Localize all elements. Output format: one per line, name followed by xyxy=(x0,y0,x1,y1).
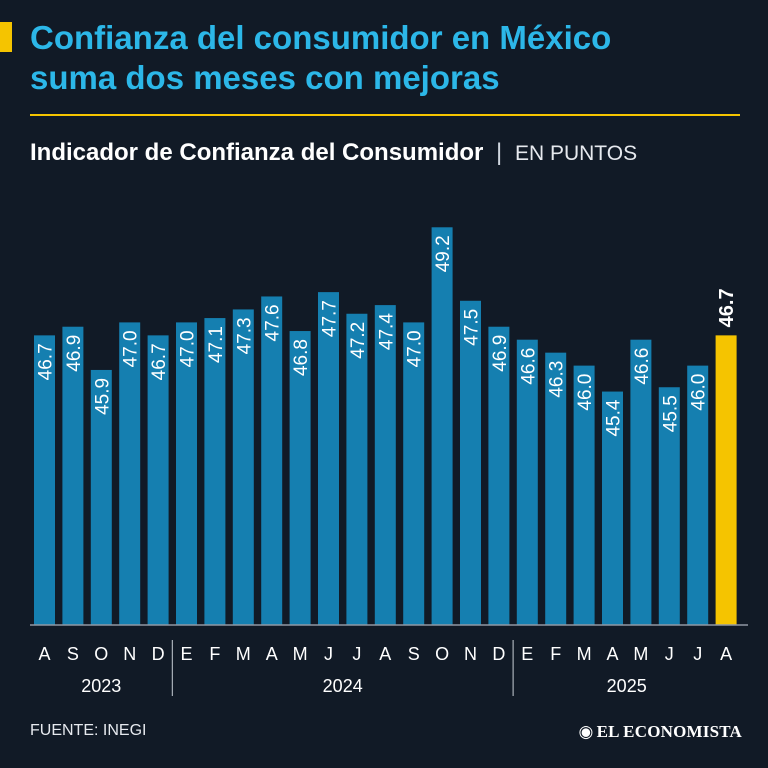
bar xyxy=(460,300,481,625)
bar xyxy=(232,309,254,625)
year-label: 2024 xyxy=(323,676,363,696)
x-tick-label: S xyxy=(67,644,79,664)
data-label: 46.3 xyxy=(547,361,568,398)
bar xyxy=(261,296,283,625)
bar xyxy=(687,365,709,625)
bar xyxy=(34,335,55,625)
x-tick-label: S xyxy=(408,644,420,664)
data-label: 45.5 xyxy=(660,395,681,432)
data-label: 47.7 xyxy=(320,300,341,337)
data-label: 47.2 xyxy=(348,322,369,359)
x-tick-label: M xyxy=(293,644,308,664)
x-tick-label: J xyxy=(693,644,702,664)
data-label: 46.6 xyxy=(632,348,653,385)
bar-highlight xyxy=(715,335,737,625)
bar xyxy=(62,326,84,625)
bar xyxy=(431,227,453,625)
chart-title: Indicador de Confianza del Consumidor xyxy=(30,139,484,166)
bar xyxy=(658,387,680,625)
bar-chart: 46.7 A 46.9 S 45.9 O 47.0 N 46.7 D 47.0 E 47.1 F 47.3 M… xyxy=(30,227,748,696)
x-tick-label: J xyxy=(352,644,361,664)
bar xyxy=(119,322,141,625)
data-label: 46.0 xyxy=(575,374,596,411)
data-label: 46.9 xyxy=(64,335,85,372)
bar xyxy=(516,339,538,625)
headline-line-2: suma dos meses con mejoras xyxy=(30,59,500,96)
data-label: 47.6 xyxy=(263,304,284,341)
data-label: 47.3 xyxy=(234,317,255,354)
x-tick-label: F xyxy=(209,644,220,664)
bar xyxy=(630,339,652,625)
data-label: 46.7 xyxy=(36,343,57,380)
bar xyxy=(289,331,311,625)
x-tick-label: M xyxy=(633,644,648,664)
x-tick-label: J xyxy=(324,644,333,664)
subtitle-separator: | xyxy=(496,139,503,166)
bar xyxy=(545,352,567,625)
x-tick-label: E xyxy=(521,644,533,664)
brand-name: EL ECONOMISTA xyxy=(596,722,742,741)
x-tick-label: M xyxy=(236,644,251,664)
data-label: 47.1 xyxy=(206,326,227,363)
data-label: 46.7 xyxy=(716,288,738,327)
bar xyxy=(147,335,169,625)
x-tick-label: F xyxy=(550,644,561,664)
x-tick-label: D xyxy=(492,644,505,664)
data-label: 46.9 xyxy=(490,335,511,372)
x-tick-label: A xyxy=(379,644,391,664)
x-tick-label: E xyxy=(180,644,192,664)
year-label: 2023 xyxy=(81,676,121,696)
brand-icon: ◉ xyxy=(578,722,594,741)
bar xyxy=(403,322,425,625)
brand-logo: ◉ EL ECONOMISTA xyxy=(579,722,742,742)
x-tick-label: A xyxy=(266,644,278,664)
bar xyxy=(488,326,510,625)
accent-mark xyxy=(0,22,12,52)
data-label: 47.5 xyxy=(462,309,483,346)
data-label: 45.9 xyxy=(92,378,113,415)
bar xyxy=(573,365,595,625)
bar xyxy=(374,305,396,625)
x-tick-label: A xyxy=(606,644,618,664)
chart-unit: EN PUNTOS xyxy=(514,142,638,165)
bar xyxy=(318,292,339,625)
data-label: 46.7 xyxy=(149,343,170,380)
data-label: 47.0 xyxy=(121,330,142,367)
x-tick-label: O xyxy=(94,644,108,664)
data-label: 46.6 xyxy=(518,348,539,385)
x-tick-label: A xyxy=(720,644,732,664)
bar xyxy=(90,369,112,625)
x-tick-label: N xyxy=(123,644,136,664)
data-label: 46.0 xyxy=(689,374,710,411)
data-label: 45.4 xyxy=(604,399,625,436)
year-label: 2025 xyxy=(607,676,647,696)
data-label: 46.8 xyxy=(291,339,312,376)
x-tick-label: N xyxy=(464,644,477,664)
x-tick-label: M xyxy=(577,644,592,664)
x-tick-label: O xyxy=(435,644,449,664)
data-label: 47.0 xyxy=(405,330,426,367)
x-tick-label: J xyxy=(665,644,674,664)
headline-divider xyxy=(30,114,740,116)
bar xyxy=(204,318,226,625)
data-label: 49.2 xyxy=(433,235,454,272)
data-label: 47.0 xyxy=(178,330,199,367)
bar xyxy=(176,322,197,625)
bar xyxy=(602,391,623,625)
x-tick-label: D xyxy=(152,644,165,664)
headline-line-1: Confianza del consumidor en México xyxy=(30,19,612,56)
bar xyxy=(346,313,368,625)
data-label: 47.4 xyxy=(376,313,397,350)
source-note: FUENTE: INEGI xyxy=(30,722,147,739)
x-tick-label: A xyxy=(38,644,50,664)
chart-subtitle: Indicador de Confianza del Consumidor | … xyxy=(30,138,637,169)
headline: Confianza del consumidor en México suma … xyxy=(30,18,750,98)
